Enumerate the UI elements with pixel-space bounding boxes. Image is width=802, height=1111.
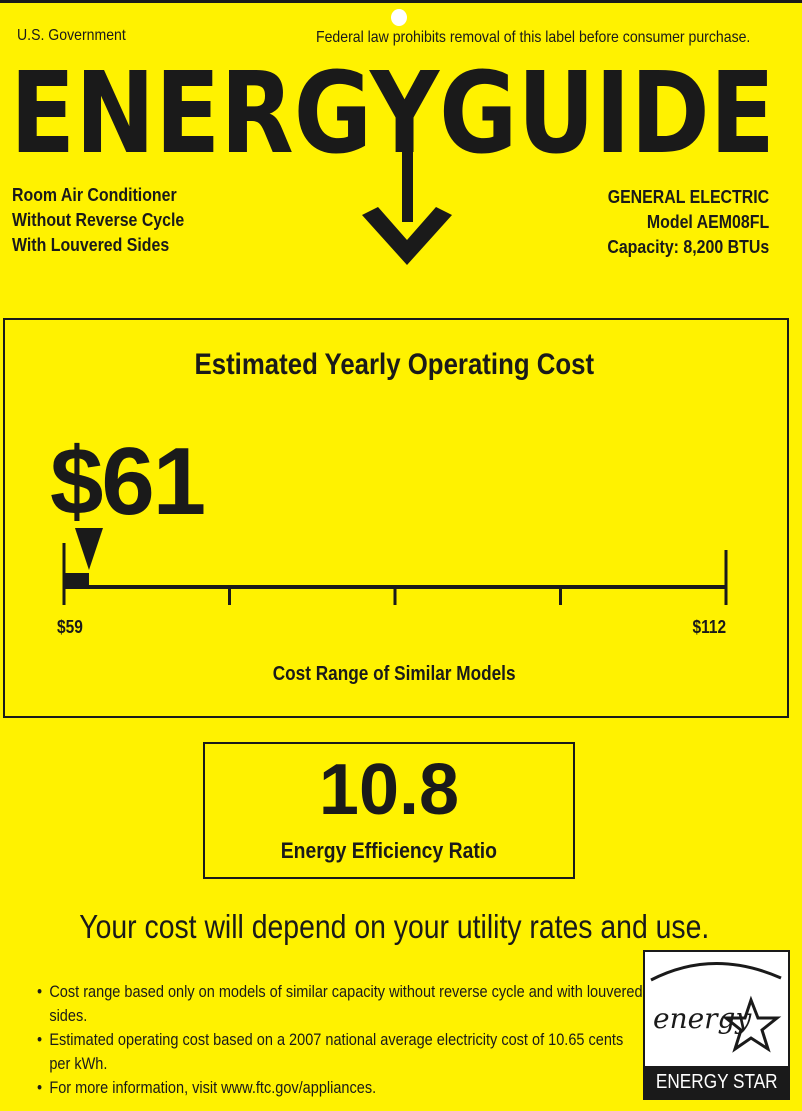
model-number: Model AEM08FL [646,211,769,232]
footnote: Cost range based only on models of simil… [37,980,644,1028]
cost-fill-bar [64,573,89,587]
cost-range-scale [62,528,728,605]
range-min-label: $59 [57,617,83,637]
arrow-down-icon [362,207,452,265]
range-caption: Cost Range of Similar Models [0,663,788,686]
cost-notice-text: Your cost will depend on your utility ra… [78,908,709,945]
federal-law-notice: Federal law prohibits removal of this la… [316,29,751,46]
manufacturer-info: GENERAL ELECTRIC Model AEM08FL Capacity:… [607,184,769,259]
efficiency-box [203,742,575,879]
product-line: Room Air Conditioner [12,184,177,205]
cost-marker-icon [74,528,103,570]
energyguide-logo: ENERGYGUIDE [10,55,775,265]
range-caption-text: Cost Range of Similar Models [272,663,516,685]
energy-star-text: ENERGY STAR [655,1071,778,1093]
cost-heading-text: Estimated Yearly Operating Cost [194,348,594,381]
product-line: Without Reverse Cycle [12,209,185,230]
brand: GENERAL ELECTRIC [607,186,769,207]
product-description: Room Air Conditioner Without Reverse Cyc… [12,182,184,257]
operating-cost-box [3,318,789,718]
hang-hole [391,9,407,26]
footnote: Estimated operating cost based on a 2007… [37,1028,644,1076]
range-max-label: $112 [692,617,726,637]
eer-label: Energy Efficiency Ratio [203,838,575,864]
capacity: Capacity: 8,200 BTUs [607,236,769,257]
eer-label-text: Energy Efficiency Ratio [280,838,498,863]
top-border [0,0,802,3]
us-government-label: U.S. Government [17,27,126,44]
estimated-cost: $61 [50,428,206,535]
arrow-shaft [402,150,413,222]
cost-heading: Estimated Yearly Operating Cost [0,348,788,382]
energyguide-title: ENERGYGUIDE [10,55,775,179]
cost-notice: Your cost will depend on your utility ra… [0,908,788,946]
footnote: For more information, visit www.ftc.gov/… [37,1076,644,1100]
eer-value: 10.8 [318,750,460,830]
energy-star-label: ENERGY STAR [643,1071,790,1094]
energy-star-logo: energy ENERGY STAR [643,950,790,1100]
footnotes: Cost range based only on models of simil… [37,980,644,1100]
energy-script: energy [653,1002,752,1035]
product-line: With Louvered Sides [12,234,170,255]
energy-star-icon: energy [650,962,782,1053]
